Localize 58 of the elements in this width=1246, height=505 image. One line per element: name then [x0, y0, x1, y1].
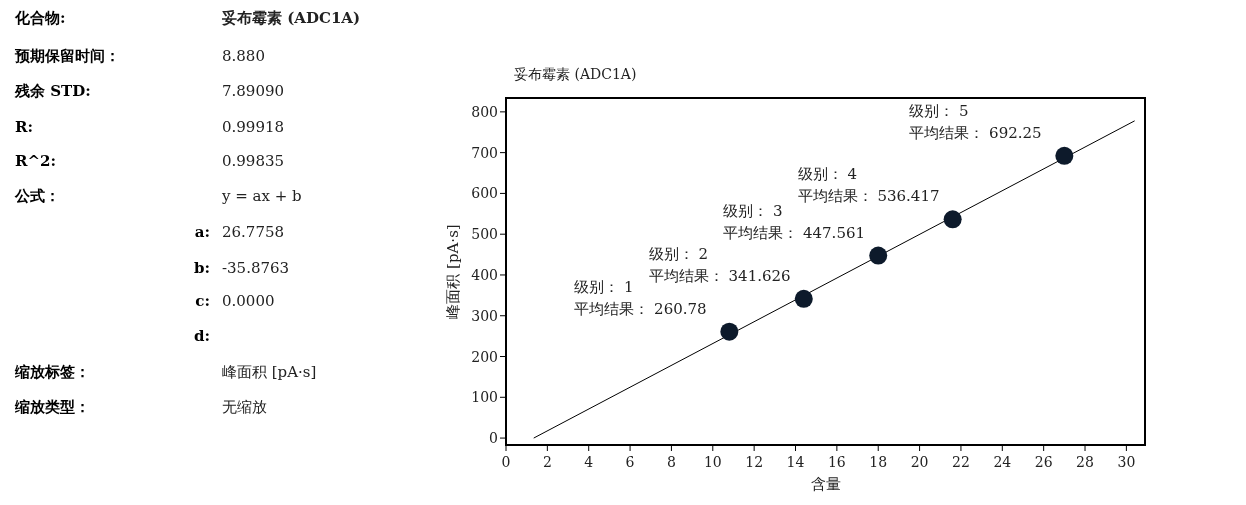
y-tick-label: 500	[471, 226, 498, 243]
x-tick-label: 28	[1076, 454, 1094, 470]
text: c:	[195, 292, 210, 310]
x-tick-label: 24	[993, 454, 1012, 470]
y-tick-label: 0	[489, 430, 498, 447]
text: a:	[194, 223, 210, 241]
text: -35.8763	[222, 259, 290, 277]
text: d:	[193, 327, 210, 345]
y-tick-label: 400	[471, 266, 498, 283]
text: 8.880	[222, 47, 265, 65]
point	[794, 289, 813, 308]
x-axis-title: 含量	[810, 475, 841, 493]
x-tick-label: 12	[745, 454, 764, 470]
y-tick-label: 800	[471, 103, 498, 120]
y-tick-label: 600	[471, 185, 498, 202]
text: 26.7758	[222, 223, 285, 241]
text: R:	[15, 118, 34, 136]
text: 0.99918	[222, 118, 285, 136]
x-tick-label: 6	[625, 454, 635, 470]
x-tick-label: 30	[1117, 454, 1136, 470]
x-tick-label: 22	[952, 454, 970, 470]
text: R^2:	[15, 152, 57, 170]
text: 预期保留时间：	[14, 47, 120, 65]
y-axis-title: 峰面积 [pA·s]	[444, 224, 462, 319]
x-tick-label: 10	[703, 454, 722, 470]
point	[1055, 146, 1074, 165]
text: 0.99835	[222, 152, 285, 170]
y-tick-label: 200	[471, 348, 498, 365]
x-tick-label: 2	[542, 454, 552, 470]
y-tick-label: 300	[471, 307, 498, 324]
point	[720, 322, 739, 341]
y-tick-label: 100	[471, 389, 498, 406]
point	[869, 246, 888, 265]
x-tick-label: 26	[1034, 454, 1053, 470]
text: 缩放标签：	[14, 363, 90, 381]
x-tick-label: 8	[666, 454, 676, 470]
x-tick-label: 0	[501, 454, 511, 470]
point	[943, 210, 962, 229]
x-tick-label: 4	[584, 454, 594, 470]
text: 缩放类型：	[14, 398, 90, 416]
y-tick-label: 700	[471, 144, 498, 161]
text: y = ax + b	[221, 187, 302, 205]
x-tick-label: 16	[827, 454, 846, 470]
chart-title: 妥布霉素 (ADC1A)	[514, 66, 637, 82]
text: 0.0000	[222, 292, 275, 310]
annotation: 级别： 5 平均结果： 692.25	[909, 101, 1042, 142]
text: 残余 STD:	[14, 82, 91, 100]
text: 无缩放	[222, 398, 267, 416]
text: 峰面积 [pA·s]	[222, 363, 317, 381]
text: 7.89090	[222, 82, 285, 100]
text: 公式：	[14, 187, 60, 205]
text: b:	[193, 259, 210, 277]
x-tick-label: 18	[869, 454, 888, 470]
text: 化合物:	[14, 9, 66, 27]
x-tick-label: 20	[910, 454, 929, 470]
annotation: 级别： 4 平均结果： 536.417	[797, 165, 940, 206]
text: 妥布霉素 (ADC1A)	[221, 9, 361, 27]
x-tick-label: 14	[786, 454, 805, 470]
